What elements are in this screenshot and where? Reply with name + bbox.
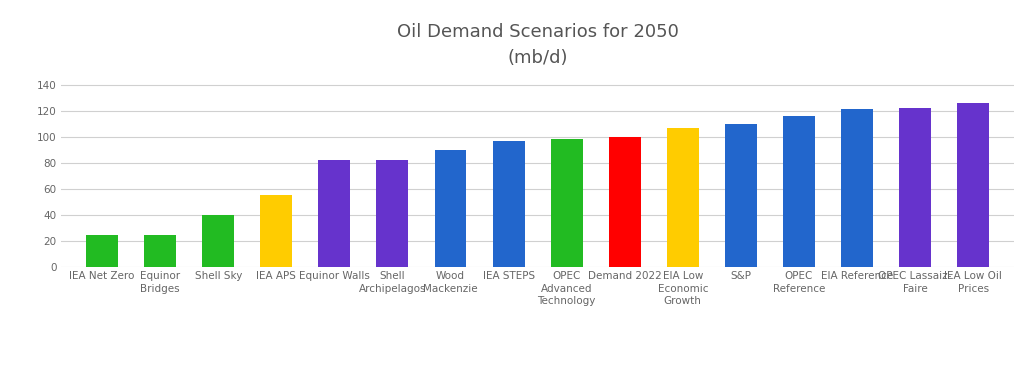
Bar [144,234,176,267]
Bar [493,141,524,267]
Bar [318,160,350,267]
Bar [551,139,583,267]
Title: Oil Demand Scenarios for 2050
(mb/d): Oil Demand Scenarios for 2050 (mb/d) [396,23,679,67]
Bar [957,103,989,267]
Bar [667,128,698,267]
Bar [783,116,815,267]
Bar [899,108,931,267]
Bar [841,109,872,267]
Bar [608,137,641,267]
Bar [260,196,292,267]
Bar [203,215,234,267]
Bar [86,234,118,267]
Bar [725,124,757,267]
Bar [377,160,409,267]
Bar [434,150,467,267]
